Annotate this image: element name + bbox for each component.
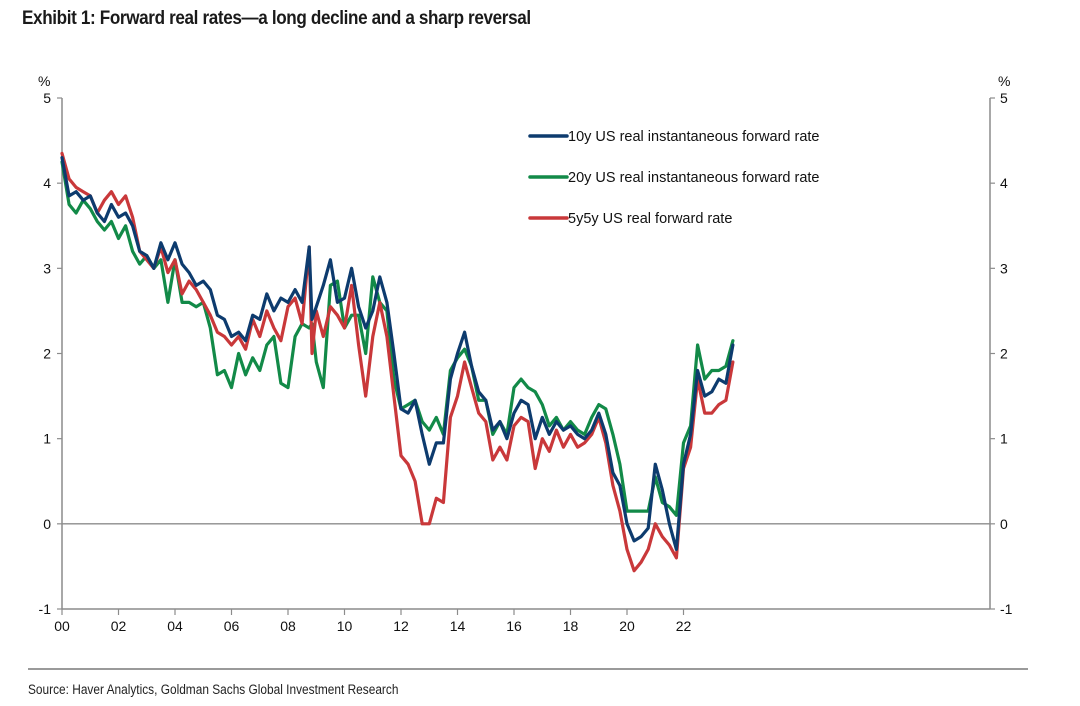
legend-label: 10y US real instantaneous forward rate bbox=[568, 129, 819, 145]
series-layer bbox=[60, 151, 735, 573]
y-tick-label-right: 0 bbox=[1000, 516, 1008, 532]
x-tick-label: 08 bbox=[280, 618, 296, 634]
x-tick-label: 10 bbox=[337, 618, 353, 634]
y-tick-label-left: 0 bbox=[43, 516, 51, 532]
x-tick-label: 18 bbox=[563, 618, 579, 634]
source-divider bbox=[28, 668, 1028, 670]
y-tick-label-left: 1 bbox=[43, 431, 51, 447]
y-tick-label-right: 4 bbox=[1000, 175, 1008, 191]
y-tick-label-left: 2 bbox=[43, 346, 51, 362]
y-tick-label-right: 1 bbox=[1000, 431, 1008, 447]
legend-label: 20y US real instantaneous forward rate bbox=[568, 170, 819, 186]
x-tick-label: 22 bbox=[676, 618, 692, 634]
chart-title: Exhibit 1: Forward real rates—a long dec… bbox=[22, 8, 531, 29]
x-tick-label: 16 bbox=[506, 618, 522, 634]
source-note: Source: Haver Analytics, Goldman Sachs G… bbox=[28, 682, 399, 697]
y-tick-label-left: 5 bbox=[43, 90, 51, 106]
x-tick-label: 00 bbox=[54, 618, 70, 634]
x-tick-label: 06 bbox=[224, 618, 240, 634]
y-tick-label-right: 3 bbox=[1000, 260, 1008, 276]
series-line-5y5y-us-real-forward-rate bbox=[60, 151, 735, 573]
y-tick-label-right: 5 bbox=[1000, 90, 1008, 106]
series-line-10y-us-real-instantaneous-forward-rate bbox=[60, 156, 735, 552]
y-tick-label-right: 2 bbox=[1000, 346, 1008, 362]
legend: 10y US real instantaneous forward rate 20… bbox=[528, 129, 819, 227]
x-tick-label: 04 bbox=[167, 618, 183, 634]
y-tick-label-left: 4 bbox=[43, 175, 51, 191]
y-unit-label-left: % bbox=[38, 73, 50, 89]
legend-label: 5y5y US real forward rate bbox=[568, 211, 732, 227]
y-tick-label-right: -1 bbox=[1000, 601, 1013, 617]
y-tick-label-left: -1 bbox=[39, 601, 52, 617]
x-tick-label: 14 bbox=[450, 618, 466, 634]
y-unit-label-right: % bbox=[998, 73, 1010, 89]
x-tick-label: 12 bbox=[393, 618, 409, 634]
y-tick-label-left: 3 bbox=[43, 260, 51, 276]
x-tick-label: 02 bbox=[111, 618, 127, 634]
axes: -1 -10 01 12 23 34 45 5% %00 02 04 06 08 10 12 14 16 18 20… bbox=[38, 73, 1013, 634]
x-tick-label: 20 bbox=[619, 618, 635, 634]
